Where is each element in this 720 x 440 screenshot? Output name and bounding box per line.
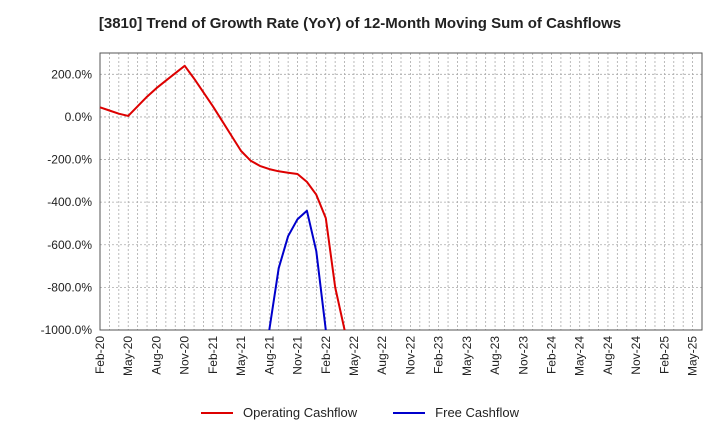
chart-title: [3810] Trend of Growth Rate (YoY) of 12-… <box>98 15 622 32</box>
x-tick-label: Aug-23 <box>488 336 502 375</box>
x-tick-label: Feb-20 <box>93 336 107 374</box>
x-tick-label: Nov-24 <box>629 336 643 375</box>
plot-border <box>99 52 703 331</box>
x-tick-label: Feb-24 <box>545 336 559 374</box>
y-tick-label: -600.0% <box>47 238 92 252</box>
x-tick-label: Nov-20 <box>178 336 192 375</box>
y-tick-label: -200.0% <box>47 153 92 167</box>
x-tick-label: May-25 <box>686 336 700 376</box>
x-tick-label: Feb-25 <box>657 336 671 374</box>
x-tick-label: Aug-22 <box>375 336 389 375</box>
legend-swatch-operating-cashflow <box>201 411 233 414</box>
x-tick-label: May-24 <box>573 336 587 376</box>
x-tick-label: Aug-24 <box>601 336 615 375</box>
x-tick-label: Feb-23 <box>432 336 446 374</box>
series-line-operating-cashflow <box>99 64 346 331</box>
y-tick-label: 200.0% <box>51 67 92 81</box>
x-tick-label: Aug-21 <box>262 336 276 375</box>
legend-item-free-cashflow: Free Cashflow <box>393 405 519 420</box>
x-axis-tick-labels: Feb-20 May-20 Aug-20 Nov-20 Feb-21 May-21 Aug-… <box>93 336 700 376</box>
plot-background <box>100 53 702 330</box>
x-tick-label: May-20 <box>121 336 135 376</box>
x-tick-label: May-21 <box>234 336 248 376</box>
legend-item-operating-cashflow: Operating Cashflow <box>201 405 357 420</box>
x-tick-label: May-23 <box>460 336 474 376</box>
y-tick-label: -400.0% <box>47 195 92 209</box>
x-tick-label: Nov-22 <box>403 336 417 375</box>
series-line-free-cashflow <box>268 209 327 331</box>
x-tick-label: Nov-23 <box>516 336 530 375</box>
y-tick-label: -800.0% <box>47 280 92 294</box>
horizontal-gridlines <box>100 73 702 288</box>
y-tick-label: 0.0% <box>65 110 93 124</box>
y-axis-tick-labels: 200.0% 0.0% -200.0% -400.0% -600.0% -800.0% -1… <box>41 67 93 337</box>
x-tick-label: Nov-21 <box>291 336 305 375</box>
x-tick-label: Aug-20 <box>149 336 163 375</box>
y-tick-label: -1000.0% <box>41 323 93 337</box>
legend-swatch-free-cashflow <box>393 411 426 414</box>
x-tick-label: May-22 <box>347 336 361 376</box>
x-tick-label: Feb-21 <box>206 336 220 374</box>
series-lines <box>99 64 346 331</box>
legend-label-operating-cashflow: Operating Cashflow <box>243 405 358 420</box>
legend-label-free-cashflow: Free Cashflow <box>435 405 519 420</box>
x-tick-label: Feb-22 <box>319 336 333 374</box>
legend: Operating Cashflow Free Cashflow <box>0 405 720 420</box>
